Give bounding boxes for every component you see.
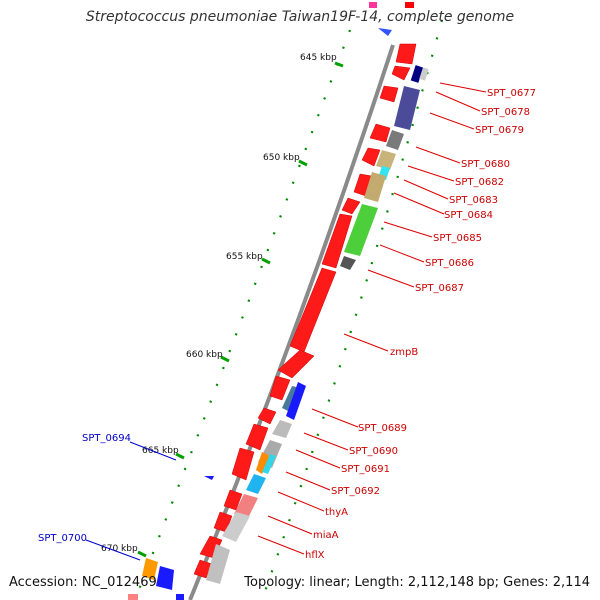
gene-arrow[interactable]: [391, 65, 411, 81]
label-connector: [129, 441, 177, 461]
gene-feature[interactable]: [378, 28, 392, 36]
gene-label[interactable]: SPT_0690: [349, 446, 398, 457]
label-connector: [85, 539, 141, 561]
gene-arrow[interactable]: [269, 375, 291, 401]
gene-feature[interactable]: [206, 544, 230, 584]
gene-arrow[interactable]: [395, 43, 417, 65]
ruler-tick: [298, 159, 308, 167]
gene-feature[interactable]: [204, 476, 214, 480]
forward-genes: [193, 43, 417, 579]
gene-arrow[interactable]: [277, 349, 315, 379]
gene-feature[interactable]: [376, 150, 396, 170]
gene-feature[interactable]: [256, 452, 270, 474]
gene-label[interactable]: thyA: [325, 507, 348, 518]
gene-feature[interactable]: [410, 65, 424, 83]
gene-label[interactable]: SPT_0682: [455, 177, 504, 188]
accession-text: Accession: NC_012469: [9, 575, 157, 590]
figure-title: Streptococcus pneumoniae Taiwan19F-14, c…: [85, 9, 515, 25]
topology-summary: Topology: linear; Length: 2,112,148 bp; …: [244, 575, 590, 590]
gene-label[interactable]: hflX: [305, 550, 325, 561]
gene-feature[interactable]: [405, 2, 414, 8]
ruler-tick: [261, 257, 271, 265]
gene-label[interactable]: SPT_0678: [481, 107, 530, 118]
gene-label[interactable]: SPT_0680: [461, 159, 510, 170]
gene-feature[interactable]: [394, 86, 420, 130]
gene-label[interactable]: SPT_0684: [444, 210, 493, 221]
ruler-tick: [220, 355, 230, 363]
gene-label[interactable]: SPT_0679: [475, 125, 524, 136]
ruler-label: 650 kbp: [263, 153, 300, 163]
gene-feature[interactable]: [272, 420, 292, 438]
ruler-label: 655 kbp: [226, 252, 263, 262]
gene-arrow[interactable]: [257, 407, 277, 425]
ruler-tick: [175, 452, 185, 460]
gene-feature[interactable]: [369, 2, 377, 8]
ruler-label: 665 kbp: [142, 446, 179, 456]
ruler-tick: [137, 550, 147, 558]
gene-feature[interactable]: [386, 130, 404, 150]
gene-label[interactable]: SPT_0694: [82, 433, 131, 444]
gene-feature[interactable]: [419, 67, 429, 81]
gene-feature[interactable]: [222, 512, 250, 542]
gc-dot-track-inner: [260, 19, 444, 600]
gene-arrow[interactable]: [361, 147, 381, 167]
gene-feature[interactable]: [142, 558, 158, 580]
gene-arrow[interactable]: [245, 423, 269, 451]
gene-label[interactable]: SPT_0685: [433, 233, 482, 244]
gene-feature[interactable]: [128, 594, 138, 600]
gene-label[interactable]: SPT_0689: [358, 423, 407, 434]
gene-arrow[interactable]: [369, 123, 391, 143]
gene-feature[interactable]: [176, 594, 184, 600]
gene-label[interactable]: SPT_0683: [449, 195, 498, 206]
gene-arrow[interactable]: [379, 85, 399, 103]
gene-label[interactable]: zmpB: [390, 347, 418, 358]
gene-label[interactable]: SPT_0691: [341, 464, 390, 475]
gene-arrow[interactable]: [341, 197, 361, 215]
ruler-label: 660 kbp: [186, 350, 223, 360]
gene-feature[interactable]: [156, 566, 174, 590]
gene-arrow[interactable]: [231, 447, 255, 481]
gene-label[interactable]: SPT_0692: [331, 486, 380, 497]
gene-label[interactable]: SPT_0677: [487, 88, 536, 99]
gene-label[interactable]: SPT_0687: [415, 283, 464, 294]
gene-label[interactable]: SPT_0700: [38, 533, 87, 544]
label-connectors: [257, 82, 487, 555]
gene-arrow[interactable]: [321, 213, 353, 269]
ruler-tick: [334, 61, 344, 68]
gene-label[interactable]: SPT_0686: [425, 258, 474, 269]
ruler-label: 645 kbp: [300, 53, 337, 63]
ruler-label: 670 kbp: [101, 544, 138, 554]
gene-arrow[interactable]: [193, 559, 213, 579]
gene-feature[interactable]: [364, 172, 386, 202]
ruler-ticks: [137, 61, 344, 558]
gene-feature[interactable]: [234, 494, 258, 518]
gene-feature[interactable]: [344, 204, 378, 256]
gene-feature[interactable]: [340, 256, 356, 270]
gene-label[interactable]: miaA: [313, 530, 339, 541]
gene-feature[interactable]: [246, 474, 266, 494]
gene-feature[interactable]: [262, 454, 276, 474]
gene-feature[interactable]: [286, 382, 306, 420]
